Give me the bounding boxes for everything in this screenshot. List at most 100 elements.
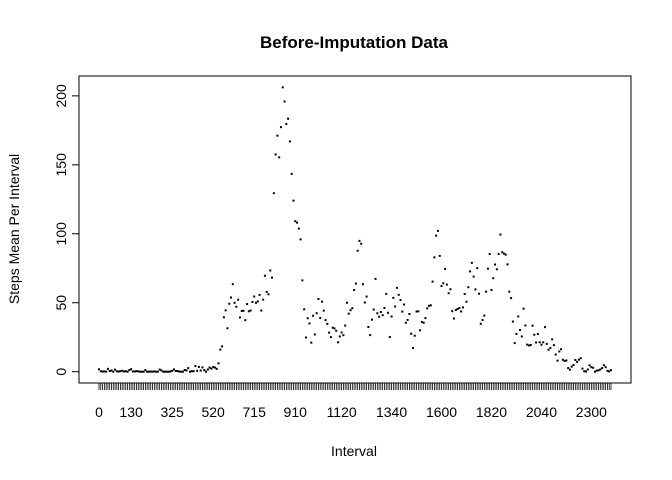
point <box>467 286 470 289</box>
point <box>122 370 125 373</box>
point <box>265 290 268 293</box>
point <box>404 321 407 324</box>
point <box>560 348 563 351</box>
point <box>545 342 548 345</box>
point <box>185 369 188 372</box>
point <box>301 279 304 282</box>
point <box>119 370 122 373</box>
point <box>124 370 127 373</box>
y-tick-label: 200 <box>53 84 69 108</box>
x-tick-label: 520 <box>201 404 225 420</box>
point <box>331 326 334 329</box>
point <box>297 227 300 230</box>
point <box>533 333 536 336</box>
point <box>470 261 473 264</box>
point <box>426 307 429 310</box>
point <box>226 327 229 330</box>
point <box>385 292 388 295</box>
y-tick-label: 50 <box>53 295 69 311</box>
point <box>315 312 318 315</box>
y-tick-label: 0 <box>53 368 69 376</box>
point <box>313 333 316 336</box>
point <box>540 343 543 346</box>
point <box>574 358 577 361</box>
point <box>322 309 325 312</box>
point <box>595 369 598 372</box>
point <box>406 318 409 321</box>
point <box>338 335 341 338</box>
point <box>486 267 489 270</box>
point <box>169 370 172 373</box>
point <box>567 367 570 370</box>
point <box>363 301 366 304</box>
point <box>131 370 134 373</box>
point <box>251 301 254 304</box>
point <box>106 367 109 370</box>
point <box>435 234 438 237</box>
point <box>374 277 377 280</box>
point <box>367 325 370 328</box>
point <box>294 220 297 223</box>
point <box>206 368 209 371</box>
x-tick-label: 910 <box>284 404 308 420</box>
point <box>511 320 514 323</box>
x-tick-label: 2300 <box>576 404 607 420</box>
point <box>287 117 290 120</box>
point <box>244 319 247 322</box>
point <box>415 310 418 313</box>
point <box>340 331 343 334</box>
point <box>337 341 340 344</box>
point <box>592 366 595 369</box>
point <box>610 369 612 372</box>
point <box>565 359 568 362</box>
point <box>296 221 299 224</box>
point <box>231 283 234 286</box>
point <box>513 342 516 345</box>
point <box>176 370 179 373</box>
point <box>529 344 532 347</box>
point <box>274 153 277 156</box>
point <box>449 288 452 291</box>
y-tick-label: 150 <box>53 153 69 177</box>
point <box>324 319 327 322</box>
point <box>242 309 245 312</box>
point <box>260 309 263 312</box>
point <box>515 332 518 335</box>
point <box>601 367 604 370</box>
point <box>593 370 596 373</box>
point <box>531 324 534 327</box>
point <box>547 348 550 351</box>
point <box>381 314 384 317</box>
point <box>608 370 611 373</box>
point <box>188 370 191 373</box>
point <box>538 341 541 344</box>
point <box>451 310 454 313</box>
point <box>490 288 493 291</box>
point <box>281 86 284 89</box>
point <box>328 331 331 334</box>
point <box>98 368 100 371</box>
point <box>190 370 193 373</box>
point <box>349 309 352 312</box>
point <box>246 303 249 306</box>
point <box>469 270 472 273</box>
point <box>431 280 434 283</box>
point <box>351 307 354 310</box>
point <box>417 310 420 313</box>
point <box>210 367 213 370</box>
point <box>397 293 400 296</box>
point <box>424 317 427 320</box>
point <box>354 282 357 285</box>
point <box>403 303 406 306</box>
point <box>271 276 274 279</box>
point <box>410 332 413 335</box>
point <box>312 314 315 317</box>
point <box>192 370 195 373</box>
point <box>501 251 504 254</box>
point <box>353 289 356 292</box>
point <box>306 317 309 320</box>
point <box>135 370 138 373</box>
point <box>585 370 588 373</box>
point <box>303 308 306 311</box>
